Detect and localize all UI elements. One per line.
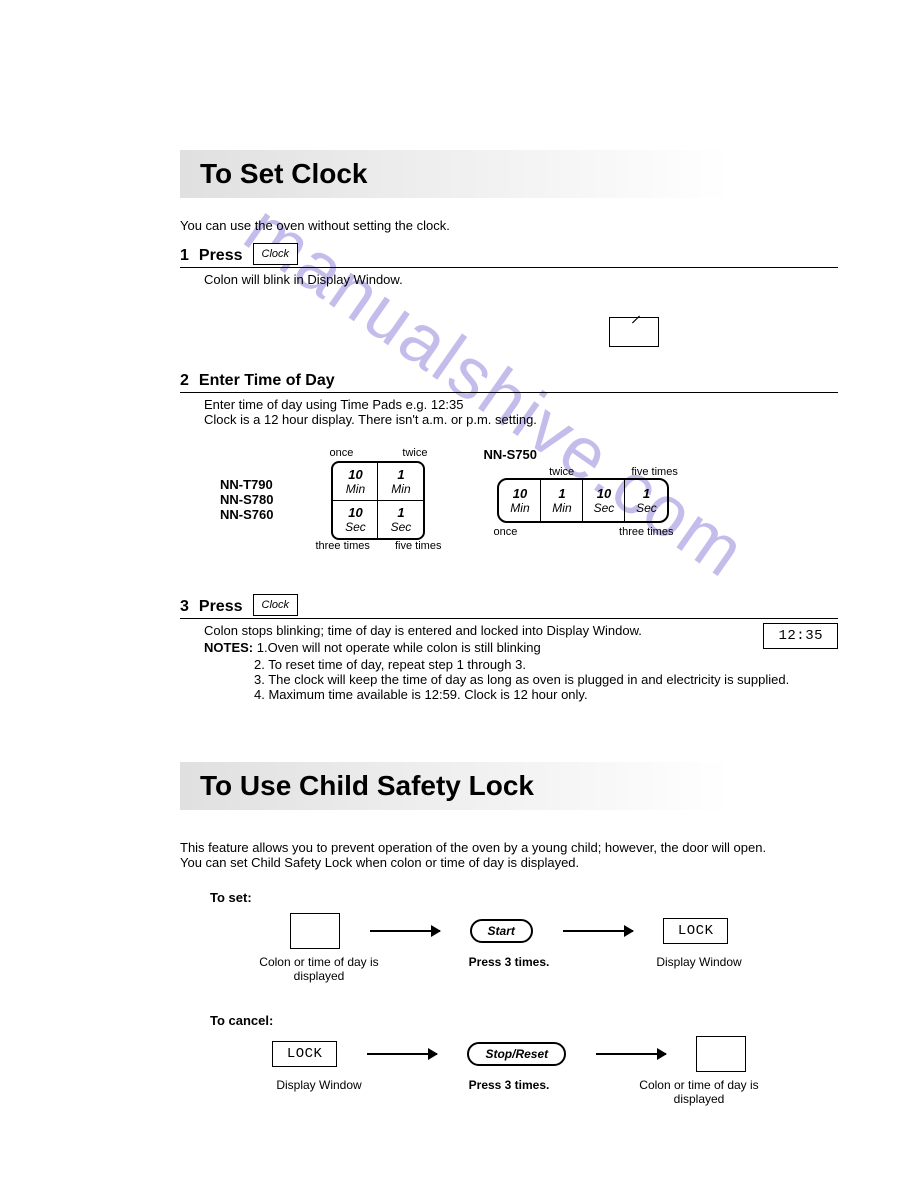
step-2-body: Enter time of day using Time Pads e.g. 1… (204, 397, 838, 427)
model-s780: NN-S780 (220, 492, 273, 507)
cancel-captions: Display Window Press 3 times. Colon or t… (180, 1078, 838, 1106)
pad-1min: 1 Min (378, 463, 423, 501)
step-1-row: 1 Press Clock (180, 243, 838, 268)
step-1-num: 1 (180, 247, 189, 265)
clock-button-2: Clock (253, 594, 299, 616)
clock-button: Clock (253, 243, 299, 265)
hint-five: five times (395, 540, 441, 552)
pad-750-block: NN-S750 twice five times 10 Min 1 Min (483, 447, 683, 554)
section-title-clock: To Set Clock (180, 150, 730, 198)
section-title-childlock: To Use Child Safety Lock (180, 762, 730, 810)
step-3-body-text: Colon stops blinking; time of day is ent… (204, 623, 838, 638)
hint-three: three times (315, 540, 369, 552)
lock-display-2: LOCK (272, 1041, 338, 1067)
cancel-caption-3: Colon or time of day is displayed (634, 1078, 764, 1106)
model-s760: NN-S760 (220, 507, 273, 522)
set-display-blank (290, 913, 340, 949)
set-flow: Start LOCK (180, 913, 838, 949)
childlock-intro-1: This feature allows you to prevent opera… (180, 840, 838, 855)
cancel-flow: LOCK Stop/Reset (180, 1036, 838, 1072)
cancel-caption-1: Display Window (254, 1078, 384, 1106)
model-s750: NN-S750 (483, 447, 683, 462)
note-1: 1.Oven will not operate while colon is s… (257, 640, 541, 655)
childlock-intro: This feature allows you to prevent opera… (180, 840, 838, 870)
to-cancel-label: To cancel: (210, 1013, 838, 1028)
hint-five-2: five times (631, 466, 677, 478)
step-3-label: Press (199, 598, 243, 616)
pad-grid-2x2: 10 Min 1 Min 10 Sec (331, 461, 425, 540)
step-3-body: 12:35 Colon stops blinking; time of day … (204, 623, 838, 702)
blink-display-illustration (430, 317, 838, 352)
note-2: 2. To reset time of day, repeat step 1 t… (254, 657, 838, 672)
childlock-intro-2: You can set Child Safety Lock when colon… (180, 855, 838, 870)
step-1-body-text: Colon will blink in Display Window. (204, 272, 403, 287)
set-captions: Colon or time of day is displayed Press … (180, 955, 838, 983)
hint-once: once (329, 447, 353, 459)
time-display: 12:35 (763, 623, 838, 649)
pad750-10min: 10 Min (499, 480, 541, 521)
pad-grid-1x4: 10 Min 1 Min 10 Sec 1 Se (497, 478, 669, 523)
hint-twice-2: twice (549, 466, 574, 478)
pad750-1min: 1 Min (541, 480, 583, 521)
step-2-body-1: Enter time of day using Time Pads e.g. 1… (204, 397, 838, 412)
pad-1sec: 1 Sec (378, 501, 423, 538)
hint-twice: twice (402, 447, 427, 459)
step-3-row: 3 Press Clock (180, 594, 838, 619)
note-4: 4. Maximum time available is 12:59. Cloc… (254, 687, 838, 702)
set-caption-2: Press 3 times. (444, 955, 574, 983)
arrow-icon (370, 930, 440, 932)
pad-10sec: 10 Sec (333, 501, 378, 538)
notes-label: NOTES: (204, 640, 253, 655)
clock-intro: You can use the oven without setting the… (180, 218, 838, 233)
note-3: 3. The clock will keep the time of day a… (254, 672, 838, 687)
stop-reset-button: Stop/Reset (467, 1042, 566, 1066)
pad750-1sec: 1 Sec (625, 480, 667, 521)
arrow-icon (596, 1053, 666, 1055)
to-set-label: To set: (210, 890, 838, 905)
set-caption-1: Colon or time of day is displayed (254, 955, 384, 983)
cancel-caption-2: Press 3 times. (444, 1078, 574, 1106)
pad-2x2-wrap: once twice 10 Min 1 Min (313, 447, 443, 554)
step-1-label: Press (199, 247, 243, 265)
hint-once-2: once (493, 526, 517, 538)
step-2-row: 2 Enter Time of Day (180, 372, 838, 393)
model-t790: NN-T790 (220, 477, 273, 492)
step-2-label: Enter Time of Day (199, 372, 335, 390)
step-1-body: Colon will blink in Display Window. (204, 272, 838, 287)
model-list-left: NN-T790 NN-S780 NN-S760 (220, 477, 273, 554)
step-3-num: 3 (180, 598, 189, 616)
lock-display: LOCK (663, 918, 729, 944)
arrow-icon (563, 930, 633, 932)
arrow-icon (367, 1053, 437, 1055)
pad750-10sec: 10 Sec (583, 480, 625, 521)
start-button: Start (470, 919, 533, 943)
step-2-num: 2 (180, 372, 189, 390)
step-2-body-2: Clock is a 12 hour display. There isn't … (204, 412, 838, 427)
pad-10min: 10 Min (333, 463, 378, 501)
cancel-display-blank (696, 1036, 746, 1072)
time-pad-section: NN-T790 NN-S780 NN-S760 once twice 10 Mi… (220, 447, 838, 554)
set-caption-3: Display Window (634, 955, 764, 983)
hint-three-2: three times (619, 526, 673, 538)
